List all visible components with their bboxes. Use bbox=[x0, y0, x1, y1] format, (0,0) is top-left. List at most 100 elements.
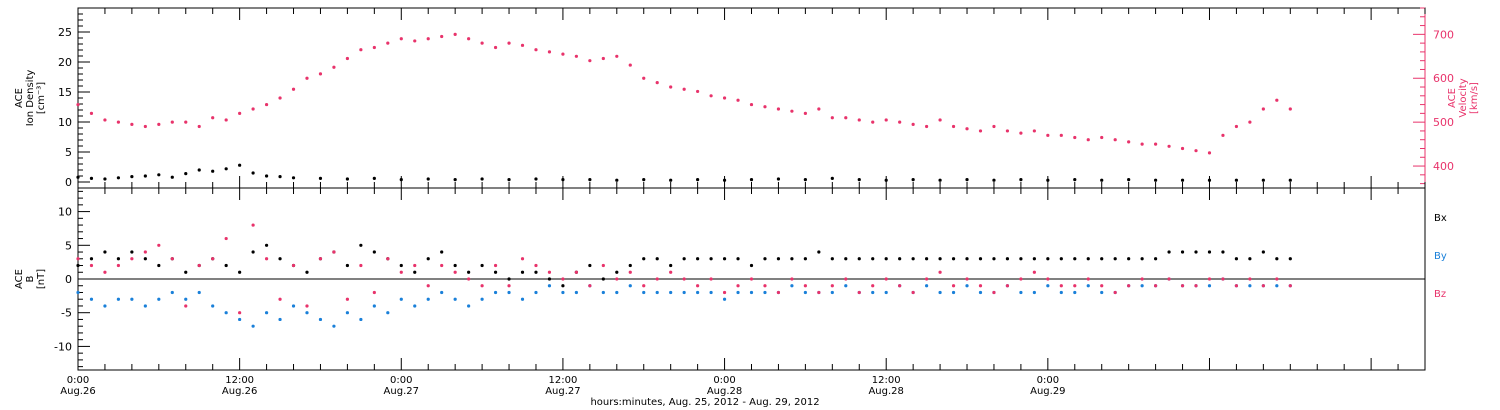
b-bz-point bbox=[1100, 284, 1104, 288]
top-left-tick-label: 10 bbox=[58, 116, 72, 129]
b-bz-point bbox=[1207, 277, 1212, 281]
ion-density-point bbox=[615, 178, 619, 182]
velocity-point bbox=[1086, 138, 1090, 142]
velocity-point bbox=[1005, 129, 1010, 133]
ion-density-point bbox=[130, 175, 134, 179]
b-bz-point bbox=[157, 243, 161, 247]
b-by-point bbox=[157, 297, 161, 301]
b-bz-point bbox=[1073, 284, 1077, 288]
bottom-left-tick-label: 10 bbox=[58, 206, 72, 219]
b-bz-point bbox=[372, 290, 376, 295]
b-by-point bbox=[978, 290, 983, 295]
b-by-point bbox=[386, 311, 390, 315]
x-tick-label-time: 12:00 bbox=[872, 375, 901, 386]
b-by-point bbox=[844, 284, 848, 288]
b-bx-point bbox=[480, 263, 484, 268]
velocity-point bbox=[238, 111, 242, 115]
b-by-point bbox=[345, 311, 349, 315]
b-by-point bbox=[1046, 284, 1050, 288]
b-by-point bbox=[264, 311, 269, 315]
b-bz-point bbox=[480, 284, 484, 288]
b-bx-point bbox=[1127, 257, 1131, 261]
b-bx-point bbox=[453, 263, 457, 268]
velocity-point bbox=[116, 120, 121, 124]
b-by-point bbox=[399, 297, 403, 301]
ion-density-point bbox=[1288, 178, 1292, 182]
b-by-point bbox=[89, 297, 94, 301]
velocity-point bbox=[399, 37, 403, 41]
ion-density-point bbox=[89, 176, 94, 180]
ion-density-point bbox=[264, 174, 269, 178]
b-bz-point bbox=[965, 277, 969, 281]
b-bx-point bbox=[1019, 257, 1023, 261]
b-bz-point bbox=[170, 257, 174, 261]
b-bz-point bbox=[1086, 277, 1090, 281]
b-bx-point bbox=[399, 263, 403, 268]
velocity-point bbox=[1154, 142, 1158, 146]
b-bx-point bbox=[130, 250, 134, 254]
b-by-point bbox=[1032, 290, 1036, 295]
bottom-panel: -10 -5 0 5 10 Bx By Bz bbox=[54, 187, 1447, 371]
velocity-point bbox=[736, 98, 740, 102]
bottom-ylabel-line: ACE bbox=[14, 269, 25, 289]
x-tick-label-time: 0:00 bbox=[713, 375, 735, 386]
bottom-left-tick-label: -5 bbox=[61, 307, 72, 320]
b-by-point bbox=[103, 304, 107, 308]
b-bz-point bbox=[1221, 277, 1225, 281]
ion-density-point bbox=[426, 177, 430, 181]
velocity-point bbox=[951, 124, 956, 129]
b-bx-point bbox=[264, 243, 269, 247]
b-by-point bbox=[615, 290, 619, 295]
b-bx-point bbox=[1059, 257, 1063, 261]
b-bz-point bbox=[561, 277, 565, 281]
b-by-point bbox=[871, 290, 875, 295]
b-bx-point bbox=[776, 257, 781, 261]
velocity-point bbox=[1180, 146, 1185, 151]
velocity-point bbox=[157, 122, 161, 126]
ion-density-point bbox=[278, 175, 282, 179]
ion-density-point bbox=[480, 177, 484, 181]
b-bz-point bbox=[1261, 284, 1265, 288]
velocity-point bbox=[722, 96, 727, 100]
b-bx-point bbox=[426, 257, 430, 261]
x-tick-label-time: 12:00 bbox=[549, 375, 578, 386]
b-bz-point bbox=[615, 277, 619, 281]
ion-density-point bbox=[1261, 178, 1265, 182]
ion-density-point bbox=[184, 172, 188, 176]
b-by-point bbox=[224, 311, 228, 315]
b-by-point bbox=[76, 290, 80, 295]
velocity-point bbox=[291, 87, 296, 91]
b-bx-point bbox=[143, 257, 147, 261]
velocity-point bbox=[534, 48, 538, 52]
b-by-point bbox=[1073, 290, 1077, 295]
top-left-tick-label: 0 bbox=[65, 176, 72, 189]
b-by-point bbox=[332, 324, 336, 328]
velocity-point bbox=[1046, 133, 1050, 137]
velocity-point bbox=[1019, 131, 1023, 135]
bottom-left-tick-label: 0 bbox=[65, 273, 72, 286]
b-bx-point bbox=[1180, 250, 1185, 254]
b-bz-point bbox=[1032, 270, 1036, 274]
b-bz-point bbox=[817, 290, 821, 295]
b-bx-point bbox=[1234, 257, 1239, 261]
b-by-point bbox=[507, 290, 511, 295]
b-by-point bbox=[547, 284, 552, 288]
b-bz-point bbox=[1059, 284, 1063, 288]
velocity-point bbox=[978, 129, 983, 133]
top-ylabel-line: ACE bbox=[14, 88, 25, 108]
velocity-point bbox=[76, 102, 80, 107]
b-bx-point bbox=[992, 257, 996, 261]
ion-density-point bbox=[1234, 178, 1239, 182]
b-bz-point bbox=[857, 290, 861, 295]
b-bx-point bbox=[1113, 257, 1117, 261]
b-by-point bbox=[520, 297, 525, 301]
x-tick-label-date: Aug.27 bbox=[384, 386, 419, 397]
velocity-point bbox=[493, 45, 498, 50]
b-by-point bbox=[130, 297, 134, 301]
velocity-point bbox=[857, 118, 861, 122]
b-by-point bbox=[197, 290, 201, 295]
x-tick-label-date: Aug.28 bbox=[868, 386, 903, 397]
b-bz-point bbox=[844, 277, 848, 281]
b-by-point bbox=[696, 290, 700, 295]
